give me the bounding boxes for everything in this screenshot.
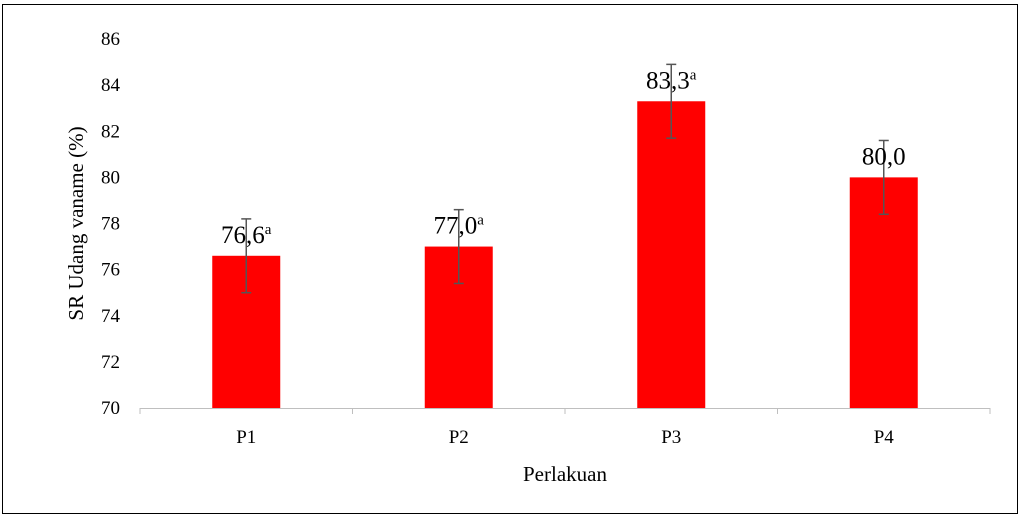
x-category-label: P3 [661, 427, 681, 448]
x-category-label: P2 [449, 427, 469, 448]
y-axis-ticks: 70 72 74 76 78 80 82 84 86 [101, 29, 121, 419]
x-axis-category-labels: P1 P2 P3 P4 [236, 427, 894, 448]
y-tick-label: 76 [101, 260, 120, 281]
y-axis-title: SR Udang vaname (%) [64, 126, 88, 320]
y-tick-label: 86 [101, 29, 120, 50]
bars [212, 101, 918, 409]
bar-p4 [849, 177, 918, 408]
data-label: 80,0 [862, 143, 906, 170]
y-tick-label: 80 [101, 167, 120, 188]
bar-p3 [637, 101, 706, 409]
x-category-label: P4 [874, 427, 895, 448]
y-tick-label: 78 [101, 214, 120, 235]
y-tick-label: 70 [101, 398, 120, 419]
error-bar [666, 63, 677, 139]
data-label: 76,6a [221, 222, 272, 249]
error-bar [878, 139, 889, 216]
x-category-label: P1 [236, 427, 256, 448]
y-tick-label: 74 [101, 306, 121, 327]
data-labels: 76,6a 77,0a 83,3a 80,0 [221, 67, 906, 249]
data-label: 77,0a [434, 213, 485, 240]
error-bar [241, 218, 252, 294]
x-axis-title: Perlakuan [523, 462, 607, 486]
error-bar [453, 208, 464, 285]
y-tick-label: 82 [101, 121, 120, 142]
x-axis-ticks [139, 408, 991, 414]
y-tick-label: 72 [101, 352, 120, 373]
chart-frame: 70 72 74 76 78 80 82 84 86 76,6a 77,0a 83,3a 80,0 P… [2, 4, 1018, 514]
data-label: 83,3a [646, 67, 697, 94]
error-bars [241, 63, 889, 294]
y-tick-label: 84 [101, 75, 121, 96]
bar-chart: 70 72 74 76 78 80 82 84 86 76,6a 77,0a 83,3a 80,0 P… [64, 29, 991, 486]
